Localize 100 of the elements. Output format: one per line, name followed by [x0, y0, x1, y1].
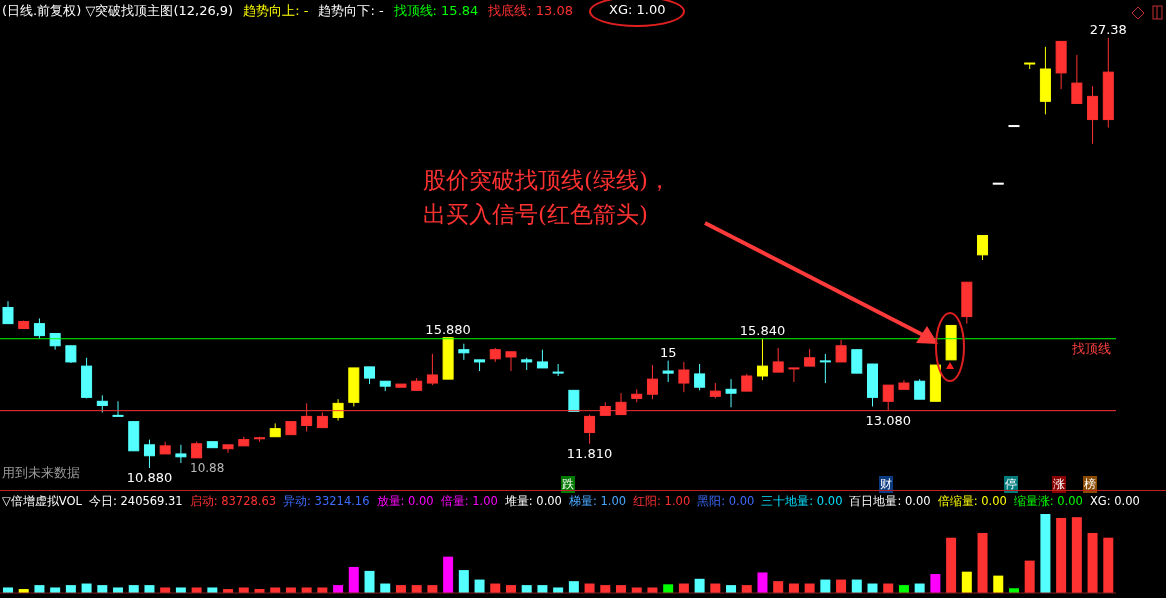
candlestick: [772, 347, 784, 373]
bar: [1040, 514, 1051, 593]
bar: [317, 587, 328, 593]
candlestick: [819, 353, 831, 384]
candlestick: [662, 360, 674, 383]
bar: [1087, 532, 1098, 593]
candlestick: [175, 444, 187, 464]
text: 13.080: [865, 412, 911, 428]
candlestick: [694, 363, 706, 391]
chart-title: (日线.前复权) ▽突破找顶主图(12,26,9): [2, 2, 234, 20]
bar: [270, 587, 281, 593]
text: 今日: 240569.31: [88, 494, 183, 509]
text: 启动: 83728.63: [189, 494, 277, 509]
text: 红阳: 1.00: [633, 494, 691, 509]
candlestick: [835, 339, 847, 363]
bar: [1056, 517, 1067, 593]
ref-line-label: 找顶线: [1071, 340, 1111, 356]
bar: [1024, 560, 1035, 593]
text: 趋势向下: -: [318, 2, 384, 20]
candlestick: [756, 338, 768, 381]
bar: [364, 570, 375, 593]
text: 放量: 0.00: [376, 494, 434, 509]
bar: [1071, 517, 1082, 593]
bar: [458, 570, 469, 593]
text: 找底线: 13.08: [488, 2, 574, 20]
candlestick: [568, 389, 580, 412]
candlestick: [112, 400, 124, 417]
candlestick: [678, 361, 690, 393]
candlestick: [536, 349, 548, 369]
bar: [301, 587, 312, 593]
candlestick: [552, 363, 564, 377]
annotation: 用到未来数据: [2, 464, 80, 482]
bar: [631, 587, 642, 593]
bar: [961, 571, 972, 593]
text: 异动: 33214.16: [283, 494, 370, 509]
bar: [3, 587, 13, 593]
candlestick: [143, 439, 155, 469]
bar: [1103, 537, 1114, 593]
candlestick: [914, 378, 926, 400]
text: 15.880: [425, 321, 471, 337]
bar: [160, 587, 171, 593]
candlestick: [788, 367, 800, 383]
text: 27.38: [1089, 22, 1127, 37]
text: XG: 1.00: [609, 2, 666, 19]
bar: [836, 579, 847, 593]
candlestick: [426, 353, 438, 386]
text: 15: [659, 344, 677, 360]
bar: [553, 587, 564, 593]
text: 10.880: [126, 470, 173, 485]
candlestick: [33, 317, 45, 340]
text: 15.840: [739, 322, 786, 338]
bar: [663, 584, 674, 593]
candlestick: [725, 378, 737, 408]
bar: [647, 587, 658, 593]
candlestick: [222, 444, 234, 454]
text: 停: [1004, 476, 1018, 493]
candlestick: [584, 414, 596, 445]
bar: [285, 587, 296, 593]
chart-title: ▽倍增虚拟VOL: [2, 494, 82, 509]
text: 百日地量: 0.00: [849, 494, 931, 509]
bar: [946, 537, 957, 593]
bar: [930, 574, 941, 593]
text: 趋势向上: -: [243, 2, 309, 20]
bar: [568, 581, 579, 593]
candlestick: [646, 364, 658, 400]
candlestick: [851, 349, 863, 374]
text: 11.810: [566, 445, 613, 461]
bar: [773, 581, 784, 593]
candlestick: [977, 235, 989, 261]
bar: [820, 579, 831, 593]
text: 涨: [1052, 476, 1066, 493]
annotation: 10.88: [190, 461, 225, 475]
annotation: 出买入信号(红色箭头): [423, 200, 649, 229]
candlestick: [1087, 85, 1099, 145]
bar: [50, 587, 61, 593]
bar: [443, 556, 454, 593]
candlestick: [332, 398, 344, 422]
text: 堆量: 0.00: [504, 494, 562, 509]
bar: [207, 587, 218, 593]
bar: [694, 578, 705, 593]
bar: [175, 587, 186, 593]
bar: [113, 587, 124, 593]
text: 黑阳: 0.00: [697, 494, 755, 509]
candlestick: [2, 300, 14, 325]
bar: [851, 579, 862, 593]
bar: [993, 575, 1004, 593]
bar: [191, 587, 202, 593]
bar: [238, 587, 249, 593]
text: 跌: [561, 476, 575, 493]
text: 缩量涨: 0.00: [1013, 494, 1083, 509]
text: 榜: [1083, 476, 1097, 493]
bar: [348, 566, 359, 593]
bar: [474, 579, 485, 593]
text: 梯量: 1.00: [568, 494, 627, 509]
bar: [757, 572, 768, 593]
text: XG: 0.00: [1089, 494, 1140, 509]
text: 倍缩量: 0.00: [937, 494, 1007, 509]
text: 财: [879, 476, 893, 493]
candlestick: [505, 351, 517, 372]
annotation: 股价突破找顶线(绿线)，: [423, 166, 671, 195]
